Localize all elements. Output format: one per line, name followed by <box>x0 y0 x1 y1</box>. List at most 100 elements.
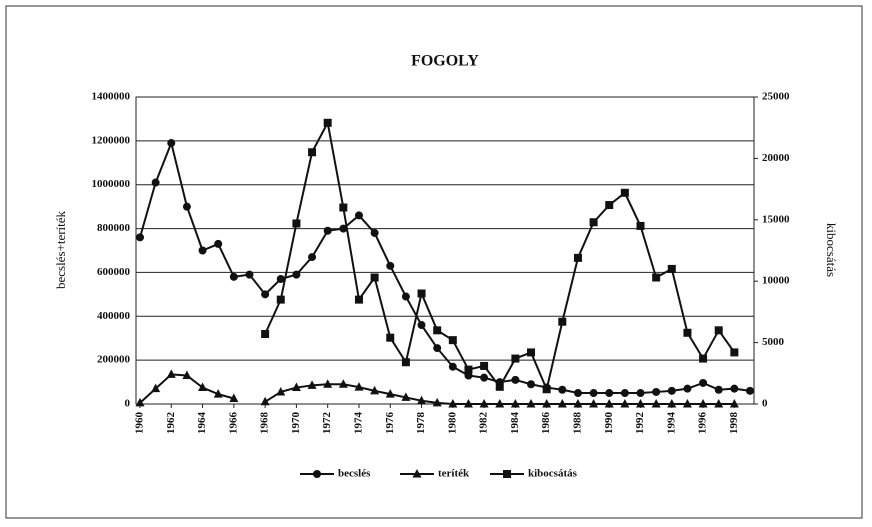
point <box>714 385 723 394</box>
point <box>198 382 208 392</box>
y2-tick-label: 20000 <box>762 152 790 164</box>
point <box>605 389 614 398</box>
point <box>464 365 473 374</box>
x-tick-label: 1972 <box>321 412 333 435</box>
y2-axis-label: kibocsátás <box>824 223 839 277</box>
x-tick-label: 1962 <box>165 412 177 435</box>
point <box>182 202 191 211</box>
point <box>699 354 708 363</box>
point <box>433 326 442 335</box>
point <box>667 399 677 408</box>
legend-label: becslés <box>338 468 371 480</box>
point <box>714 399 724 408</box>
y2-tick-label: 25000 <box>762 91 790 103</box>
point <box>589 218 598 227</box>
point <box>652 273 661 282</box>
x-tick-label: 1976 <box>384 412 396 435</box>
legend-label: kibocsátás <box>528 468 578 480</box>
x-tick-label: 1986 <box>540 412 552 435</box>
point <box>651 399 661 408</box>
point <box>667 386 676 395</box>
x-tick-label: 1998 <box>728 412 740 435</box>
y-tick-label: 1400000 <box>92 91 131 103</box>
point <box>245 270 254 279</box>
point <box>510 399 520 408</box>
point <box>433 344 442 353</box>
point <box>527 380 536 389</box>
point <box>636 221 645 230</box>
point <box>480 361 489 370</box>
y-tick-label: 200000 <box>97 354 131 366</box>
chart-title: FOGOLY <box>411 53 479 70</box>
x-tick-label: 1966 <box>227 412 239 435</box>
point <box>480 373 489 382</box>
point <box>620 188 629 197</box>
point <box>620 389 629 398</box>
point <box>354 295 363 304</box>
point <box>323 379 333 388</box>
point <box>213 389 223 398</box>
point <box>636 389 645 398</box>
legend-marker <box>503 470 511 478</box>
y-tick-label: 400000 <box>97 310 131 322</box>
y2-tick-label: 0 <box>762 398 768 410</box>
point <box>479 399 489 408</box>
point <box>370 273 379 282</box>
point <box>401 392 411 401</box>
point <box>323 118 332 127</box>
point <box>338 379 348 388</box>
point <box>730 384 739 393</box>
point <box>291 382 301 392</box>
x-tick-label: 1982 <box>478 412 490 435</box>
point <box>339 203 348 212</box>
point <box>542 385 551 394</box>
legend-label: teríték <box>438 468 470 480</box>
y-tick-label: 1200000 <box>92 134 131 146</box>
point <box>386 261 395 270</box>
point <box>198 246 207 255</box>
x-tick-label: 1990 <box>603 412 615 435</box>
x-tick-label: 1970 <box>290 412 302 435</box>
point <box>229 272 238 281</box>
point <box>276 295 285 304</box>
point <box>308 253 317 262</box>
x-tick-label: 1968 <box>259 412 271 435</box>
point <box>136 233 144 242</box>
point <box>714 326 723 335</box>
point <box>323 226 332 235</box>
point <box>589 399 599 408</box>
point <box>261 330 270 339</box>
point <box>448 399 458 408</box>
point <box>652 387 661 396</box>
point <box>292 219 301 228</box>
x-tick-label: 1964 <box>196 412 208 435</box>
point <box>511 375 520 384</box>
point <box>682 399 692 408</box>
point <box>417 395 427 405</box>
point <box>573 399 583 408</box>
point <box>558 317 567 326</box>
point <box>558 385 567 394</box>
point <box>604 399 614 408</box>
point <box>463 399 473 408</box>
point <box>339 224 348 233</box>
point <box>385 389 395 398</box>
point <box>151 383 161 393</box>
point <box>354 382 364 391</box>
x-tick-label: 1984 <box>509 412 521 435</box>
point <box>730 348 739 357</box>
y-tick-label: 600000 <box>97 266 131 278</box>
point <box>526 399 536 408</box>
x-tick-label: 1978 <box>415 412 427 435</box>
chart-frame <box>5 5 863 519</box>
point <box>166 369 176 378</box>
point <box>698 399 708 408</box>
point <box>370 228 379 237</box>
x-tick-label: 1980 <box>446 412 458 435</box>
point <box>746 386 754 395</box>
y2-tick-label: 15000 <box>762 213 790 225</box>
x-tick-label: 1994 <box>665 412 677 435</box>
point <box>683 328 692 337</box>
y2-tick-label: 5000 <box>762 336 785 348</box>
x-tick-label: 1960 <box>134 412 146 435</box>
